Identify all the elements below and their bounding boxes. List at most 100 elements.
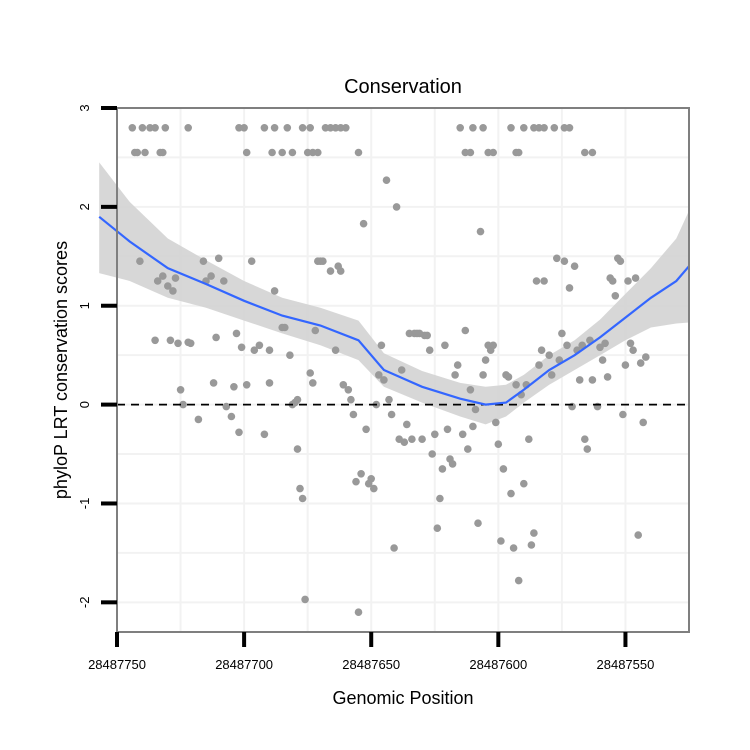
- data-point: [466, 386, 475, 394]
- data-point: [616, 257, 625, 266]
- data-point: [380, 376, 388, 384]
- data-point: [138, 124, 147, 132]
- data-point: [489, 148, 498, 157]
- confidence-band: [99, 162, 689, 425]
- data-point: [560, 257, 569, 266]
- data-point: [336, 267, 345, 275]
- data-point: [270, 124, 279, 132]
- data-point: [240, 124, 248, 132]
- data-point: [301, 595, 309, 604]
- data-point: [278, 148, 287, 157]
- data-point: [494, 440, 503, 449]
- data-point: [268, 148, 276, 157]
- data-point: [619, 410, 627, 419]
- data-point: [319, 257, 327, 266]
- y-tick-label: 1: [77, 302, 92, 309]
- data-point: [209, 379, 218, 387]
- data-point: [242, 148, 251, 157]
- data-point: [362, 425, 370, 434]
- data-point: [639, 418, 647, 427]
- data-point: [265, 346, 274, 355]
- data-point: [349, 410, 358, 419]
- data-point: [400, 438, 409, 447]
- y-tick-label: 0: [77, 401, 92, 408]
- data-point: [425, 346, 434, 355]
- data-point: [194, 415, 203, 424]
- data-point: [464, 445, 472, 453]
- data-point: [481, 356, 490, 364]
- data-point: [176, 386, 185, 394]
- data-point: [293, 445, 302, 453]
- data-point: [530, 529, 538, 537]
- data-point: [479, 124, 487, 132]
- data-point: [629, 346, 637, 355]
- data-point: [532, 277, 541, 285]
- data-point: [260, 430, 269, 439]
- data-point: [283, 124, 292, 132]
- data-point: [375, 371, 383, 379]
- data-point: [265, 379, 274, 387]
- data-point: [626, 339, 635, 348]
- data-point: [527, 541, 536, 549]
- data-point: [136, 257, 144, 266]
- data-point: [227, 412, 236, 421]
- data-point: [636, 359, 645, 367]
- data-point: [159, 148, 167, 157]
- data-point: [601, 339, 609, 348]
- data-point: [354, 148, 363, 157]
- data-point: [207, 272, 215, 280]
- data-point: [540, 124, 548, 132]
- data-point: [565, 284, 574, 292]
- data-point: [514, 576, 523, 585]
- data-point: [166, 336, 175, 345]
- data-point: [159, 272, 167, 280]
- data-point: [634, 531, 642, 539]
- data-point: [344, 386, 353, 394]
- data-point: [642, 353, 650, 361]
- data-point: [359, 219, 368, 228]
- data-point: [581, 435, 589, 444]
- data-point: [479, 371, 487, 379]
- y-tick-label: -1: [77, 498, 92, 510]
- data-point: [298, 494, 307, 503]
- data-point: [237, 343, 246, 352]
- data-point: [397, 366, 406, 374]
- data-point: [235, 428, 243, 437]
- smooth-fit-line: [98, 215, 690, 406]
- data-point: [171, 274, 180, 282]
- data-point: [563, 341, 571, 350]
- data-point: [575, 376, 584, 384]
- data-point: [179, 400, 187, 409]
- data-point: [431, 430, 439, 439]
- data-point: [588, 148, 597, 157]
- data-point: [184, 124, 192, 132]
- data-point: [169, 287, 177, 295]
- data-point: [545, 351, 553, 360]
- data-point: [583, 445, 592, 453]
- data-point: [247, 257, 256, 266]
- x-tick-label: 28487750: [88, 657, 146, 672]
- data-point: [382, 176, 391, 184]
- data-point: [611, 292, 620, 300]
- data-point: [471, 405, 480, 414]
- data-point: [469, 422, 477, 431]
- x-tick-label: 28487600: [469, 657, 527, 672]
- data-point: [174, 339, 182, 348]
- y-axis-title: phyloP LRT conservation scores: [51, 241, 71, 499]
- data-point: [186, 339, 195, 348]
- data-point: [497, 537, 505, 545]
- data-point: [326, 267, 335, 275]
- data-point: [451, 371, 459, 379]
- data-point: [520, 479, 528, 488]
- y-tick-label: 3: [77, 104, 92, 111]
- data-point: [512, 381, 520, 389]
- data-point: [448, 460, 457, 468]
- data-point: [443, 425, 452, 434]
- data-point: [423, 331, 432, 340]
- data-point: [298, 124, 307, 132]
- chart-title: Conservation: [344, 76, 462, 98]
- data-point: [504, 373, 513, 381]
- data-point: [385, 395, 393, 404]
- data-point: [392, 203, 401, 211]
